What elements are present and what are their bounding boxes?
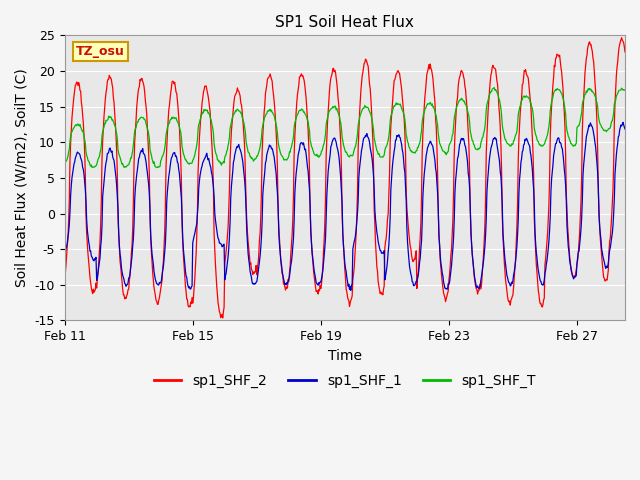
Text: TZ_osu: TZ_osu [76, 45, 125, 58]
sp1_SHF_2 [511, 275, 518, 280]
sp1_SHF_2 [538, 303, 545, 309]
sp1_SHF_T [153, 165, 161, 170]
sp1_SHF_T [470, 142, 478, 148]
sp1_SHF_1 [511, 269, 518, 275]
Title: SP1 Soil Heat Flux: SP1 Soil Heat Flux [275, 15, 414, 30]
sp1_SHF_1 [619, 120, 627, 125]
sp1_SHF_T [61, 162, 68, 168]
sp1_SHF_2 [456, 72, 464, 78]
sp1_SHF_2 [621, 49, 629, 55]
sp1_SHF_1 [347, 288, 355, 293]
Line: sp1_SHF_1: sp1_SHF_1 [65, 122, 625, 290]
sp1_SHF_T [511, 134, 519, 140]
sp1_SHF_1 [207, 169, 215, 175]
X-axis label: Time: Time [328, 349, 362, 363]
sp1_SHF_T [208, 122, 216, 128]
sp1_SHF_1 [470, 272, 478, 277]
Line: sp1_SHF_T: sp1_SHF_T [65, 88, 625, 168]
sp1_SHF_2 [618, 35, 625, 41]
Line: sp1_SHF_2: sp1_SHF_2 [65, 38, 625, 318]
sp1_SHF_2 [61, 274, 68, 280]
sp1_SHF_2 [470, 274, 478, 279]
sp1_SHF_2 [219, 315, 227, 321]
sp1_SHF_T [328, 106, 335, 111]
Legend: sp1_SHF_2, sp1_SHF_1, sp1_SHF_T: sp1_SHF_2, sp1_SHF_1, sp1_SHF_T [148, 368, 541, 393]
sp1_SHF_T [538, 144, 546, 149]
Y-axis label: Soil Heat Flux (W/m2), SoilT (C): Soil Heat Flux (W/m2), SoilT (C) [15, 69, 29, 287]
sp1_SHF_T [621, 87, 629, 93]
sp1_SHF_2 [207, 133, 215, 139]
sp1_SHF_1 [538, 281, 545, 287]
sp1_SHF_1 [61, 253, 68, 259]
sp1_SHF_T [456, 96, 464, 102]
sp1_SHF_T [490, 85, 498, 91]
sp1_SHF_1 [621, 126, 629, 132]
sp1_SHF_1 [456, 140, 464, 146]
sp1_SHF_2 [328, 73, 335, 79]
sp1_SHF_1 [327, 144, 335, 149]
